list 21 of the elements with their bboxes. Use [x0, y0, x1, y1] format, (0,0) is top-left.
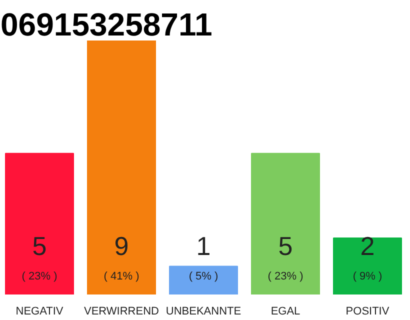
bar [5, 152, 74, 294]
annotation: ( 5% ) [188, 270, 218, 283]
bar [87, 40, 156, 294]
annotation: ( 41% ) [104, 270, 140, 283]
data-label: 1 [196, 231, 211, 262]
data-label: 5 [278, 231, 293, 262]
x-tick-label: UNBEKANNTE [166, 306, 242, 318]
x-tick-label: EGAL [270, 306, 300, 318]
chart-title: 069153258711 [0, 6, 212, 42]
x-tick-label: VERWIRREND [84, 306, 160, 318]
bar [251, 152, 320, 294]
data-label: 5 [32, 231, 47, 262]
annotation: ( 23% ) [22, 270, 58, 283]
bar [169, 266, 238, 294]
data-label: 9 [114, 231, 129, 262]
annotation: ( 9% ) [352, 270, 382, 283]
x-tick-label: NEGATIV [16, 306, 64, 318]
bar [333, 238, 402, 294]
data-label: 2 [360, 231, 375, 262]
x-tick-label: POSITIV [346, 306, 390, 318]
annotation: ( 23% ) [268, 270, 304, 283]
